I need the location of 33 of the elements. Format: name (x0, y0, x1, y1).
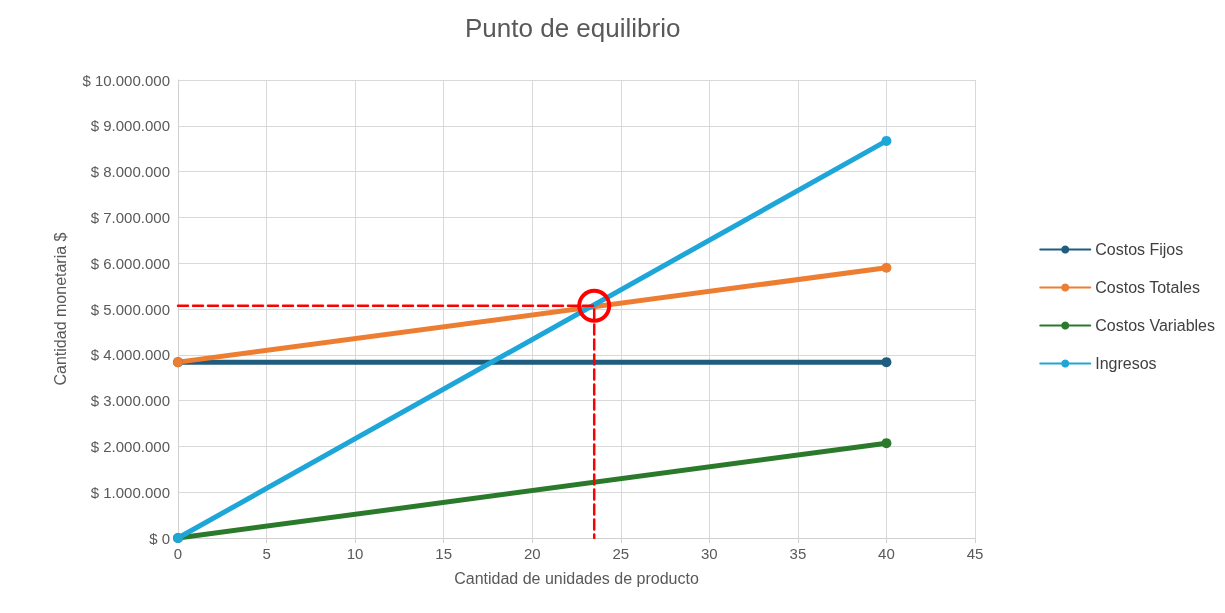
x-tick-label: 35 (789, 545, 807, 562)
x-tick-label: 30 (700, 545, 718, 562)
y-tick-label: $ 8.000.000 (90, 163, 170, 181)
y-tick-label: $ 2.000.000 (90, 437, 170, 455)
y-tick-label: $ 4.000.000 (90, 346, 170, 364)
legend-label: Costos Variables (1095, 317, 1216, 334)
y-tick-label: $ 1.000.000 (90, 483, 170, 501)
legend-label: Costos Totales (1095, 279, 1200, 296)
x-tick-label: 40 (878, 545, 895, 562)
x-tick-label: 10 (346, 545, 364, 562)
y-tick-label: $ 7.000.000 (90, 208, 170, 226)
y-tick-label: $ 10.000.000 (82, 71, 170, 89)
x-axis-title: Cantidad de unidades de producto (454, 569, 699, 587)
chart-title: Punto de equilibrio (465, 13, 681, 43)
point (881, 438, 892, 449)
y-tick-label: $ 6.000.000 (90, 254, 170, 272)
y-tick-label: $ 3.000.000 (90, 392, 170, 410)
x-tick-label: 25 (612, 545, 630, 562)
point (881, 135, 892, 146)
legend-label: Ingresos (1095, 355, 1157, 372)
point (577, 288, 612, 323)
x-tick-label: 15 (435, 545, 453, 562)
y-axis-title: Cantidad monetaria $ (51, 232, 69, 386)
x-tick-label: 5 (262, 545, 271, 562)
x-tick-label: 0 (173, 545, 183, 562)
x-tick-label: 45 (966, 545, 984, 562)
legend-label: Costos Fijos (1095, 241, 1184, 258)
y-tick-label: $ 5.000.000 (90, 300, 170, 318)
point (881, 262, 892, 273)
x-tick-label: 20 (523, 545, 541, 562)
y-tick-label: $ 0 (149, 529, 170, 547)
y-tick-label: $ 9.000.000 (90, 117, 170, 135)
point (881, 357, 892, 368)
